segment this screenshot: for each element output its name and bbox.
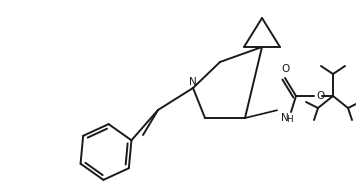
- Text: N: N: [189, 77, 197, 87]
- Text: N: N: [281, 113, 289, 123]
- Text: H: H: [286, 115, 293, 124]
- Text: O: O: [281, 64, 289, 74]
- Text: O: O: [316, 91, 324, 101]
